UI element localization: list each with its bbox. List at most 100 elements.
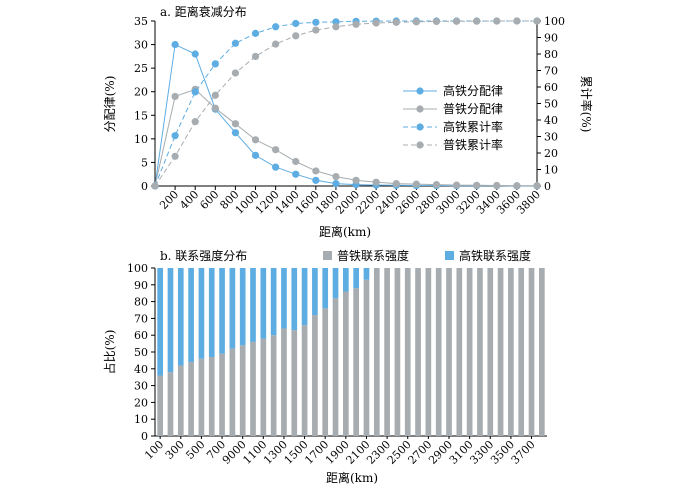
chart-b-bar-0 — [425, 268, 432, 436]
chart-b-legend-label: 普铁联系强度 — [337, 248, 409, 263]
chart-a-series-0-point — [171, 40, 179, 49]
chart-b-bar-1 — [239, 268, 246, 346]
chart-a-series-1-point — [171, 92, 179, 101]
chart-b-strength-distribution: b. 联系强度分布 距离(km) 占比(%) 普铁联系强度 高铁联系强度 0 10 2… — [102, 248, 547, 485]
chart-a-series-0-point — [191, 50, 199, 58]
chart-b-bar-1 — [208, 268, 215, 358]
chart-a-series-2-point — [251, 29, 260, 37]
chart-a-title: a. 距离衰减分布 — [160, 4, 247, 19]
chart-b-bar-0 — [343, 291, 349, 436]
chart-b-bar-0 — [353, 288, 359, 436]
chart-a-series-0-point — [251, 151, 260, 159]
chart-b-bar-0 — [239, 345, 246, 436]
chart-a-series-2-point — [312, 18, 320, 26]
chart-a-series-2-point — [292, 19, 300, 28]
chart-a-right-tick-label: 50 — [544, 98, 558, 111]
chart-a-ylabel-left: 分配律(%) — [103, 76, 117, 133]
chart-a-series-3-point — [292, 32, 300, 40]
chart-b-bar-1 — [291, 268, 298, 331]
chart-b-bar-0 — [508, 268, 514, 436]
chart-a-legend-label: 普铁累计率 — [443, 137, 503, 152]
chart-b-y-tick-label: 40 — [134, 363, 148, 376]
chart-b-bar-0 — [518, 268, 525, 436]
chart-a-legend-swatch-marker — [416, 141, 424, 149]
chart-b-bar-0 — [291, 330, 298, 436]
chart-a-series-0-point — [292, 170, 300, 178]
chart-b-bar-0 — [394, 268, 401, 436]
chart-b-bar-0 — [456, 268, 463, 436]
chart-a-series-1-point — [372, 178, 380, 186]
chart-b-bar-0 — [270, 335, 277, 436]
chart-a-series-3-point — [452, 17, 461, 25]
chart-b-bar-1 — [353, 268, 359, 289]
chart-b-bar-0 — [487, 268, 494, 436]
chart-a-right-tick-label: 20 — [544, 147, 558, 160]
chart-b-bar-0 — [373, 268, 380, 436]
chart-a-ylabel-right: 累计率(%) — [579, 76, 594, 133]
chart-b-y-tick-label: 30 — [134, 380, 148, 393]
chart-b-bar-0 — [415, 268, 421, 436]
chart-a-series-0-point — [332, 180, 340, 188]
chart-a-series-1-point — [352, 176, 360, 184]
chart-a-legend-swatch-marker — [416, 87, 424, 95]
chart-b-bar-0 — [260, 338, 267, 436]
chart-a-series-3-point — [513, 17, 521, 25]
chart-b-bar-0 — [198, 358, 205, 436]
chart-a-series-1-point — [493, 181, 501, 190]
chart-b-bar-1 — [198, 268, 205, 359]
chart-b-y-tick-label: 50 — [134, 346, 148, 359]
chart-b-bar-0 — [250, 341, 256, 436]
chart-a-legend-swatch-marker — [416, 105, 424, 113]
chart-b-bar-1 — [177, 268, 184, 366]
chart-b-ylabel: 占比(%) — [102, 330, 117, 375]
chart-a-series-1-point — [473, 181, 481, 189]
chart-a-left-tick-label: 30 — [134, 39, 148, 52]
chart-b-bar-0 — [219, 353, 225, 436]
chart-b-bar-1 — [250, 268, 256, 342]
chart-b-xlabel: 距离(km) — [326, 470, 378, 485]
chart-b-bar-0 — [466, 268, 473, 436]
chart-a-series-3-point — [231, 69, 240, 77]
chart-b-bar-0 — [312, 315, 318, 436]
chart-b-legend-swatch — [323, 251, 332, 260]
chart-a-series-3-point — [412, 18, 420, 26]
chart-a-series-3-point — [211, 91, 219, 99]
chart-a-series-3-point — [191, 118, 199, 126]
chart-b-bar-0 — [528, 268, 535, 436]
chart-a-legend-swatch-marker — [416, 123, 424, 131]
chart-a-series-1-point — [312, 167, 320, 175]
chart-a-series-3-point — [493, 17, 501, 25]
chart-b-bar-0 — [497, 268, 504, 436]
chart-a-left-tick-label: 5 — [141, 156, 148, 169]
chart-b-bar-1 — [219, 268, 225, 354]
chart-a-series-2-point — [211, 60, 219, 68]
chart-b-y-tick-label: 0 — [141, 430, 148, 443]
chart-a-series-1-point — [412, 180, 420, 188]
chart-a-series-2-point — [272, 23, 280, 31]
chart-a-series-1-point — [272, 146, 280, 154]
chart-a-series-3-point — [352, 20, 360, 28]
chart-a-x-tick-label: 400 — [177, 188, 201, 212]
chart-a-left-tick-label: 35 — [134, 15, 148, 28]
chart-b-bar-0 — [539, 268, 545, 436]
chart-b-legend-swatch — [445, 251, 454, 260]
chart-a-left-tick-label: 25 — [134, 62, 148, 75]
chart-a-series-3-point — [432, 17, 441, 26]
chart-b-x-tick-label: 500 — [184, 438, 208, 462]
chart-a-series-1-point — [211, 104, 219, 112]
chart-b-bar-0 — [301, 325, 308, 436]
chart-a-series-1-point — [432, 180, 441, 189]
chart-a-right-tick-label: 30 — [544, 131, 558, 144]
chart-b-bar-0 — [188, 362, 194, 436]
chart-a-series-3-point — [151, 182, 159, 190]
chart-a-left-tick-label: 15 — [134, 109, 148, 122]
chart-a-series-line-3 — [154, 20, 537, 187]
chart-b-bar-1 — [363, 268, 370, 280]
chart-a-series-3-point — [533, 17, 541, 25]
chart-b-legend-label: 高铁联系强度 — [459, 248, 531, 263]
chart-a-series-3-point — [251, 52, 260, 61]
chart-a-left-tick-label: 0 — [141, 180, 148, 193]
chart-b-bar-0 — [177, 365, 184, 436]
chart-a-series-3-point — [312, 26, 320, 34]
